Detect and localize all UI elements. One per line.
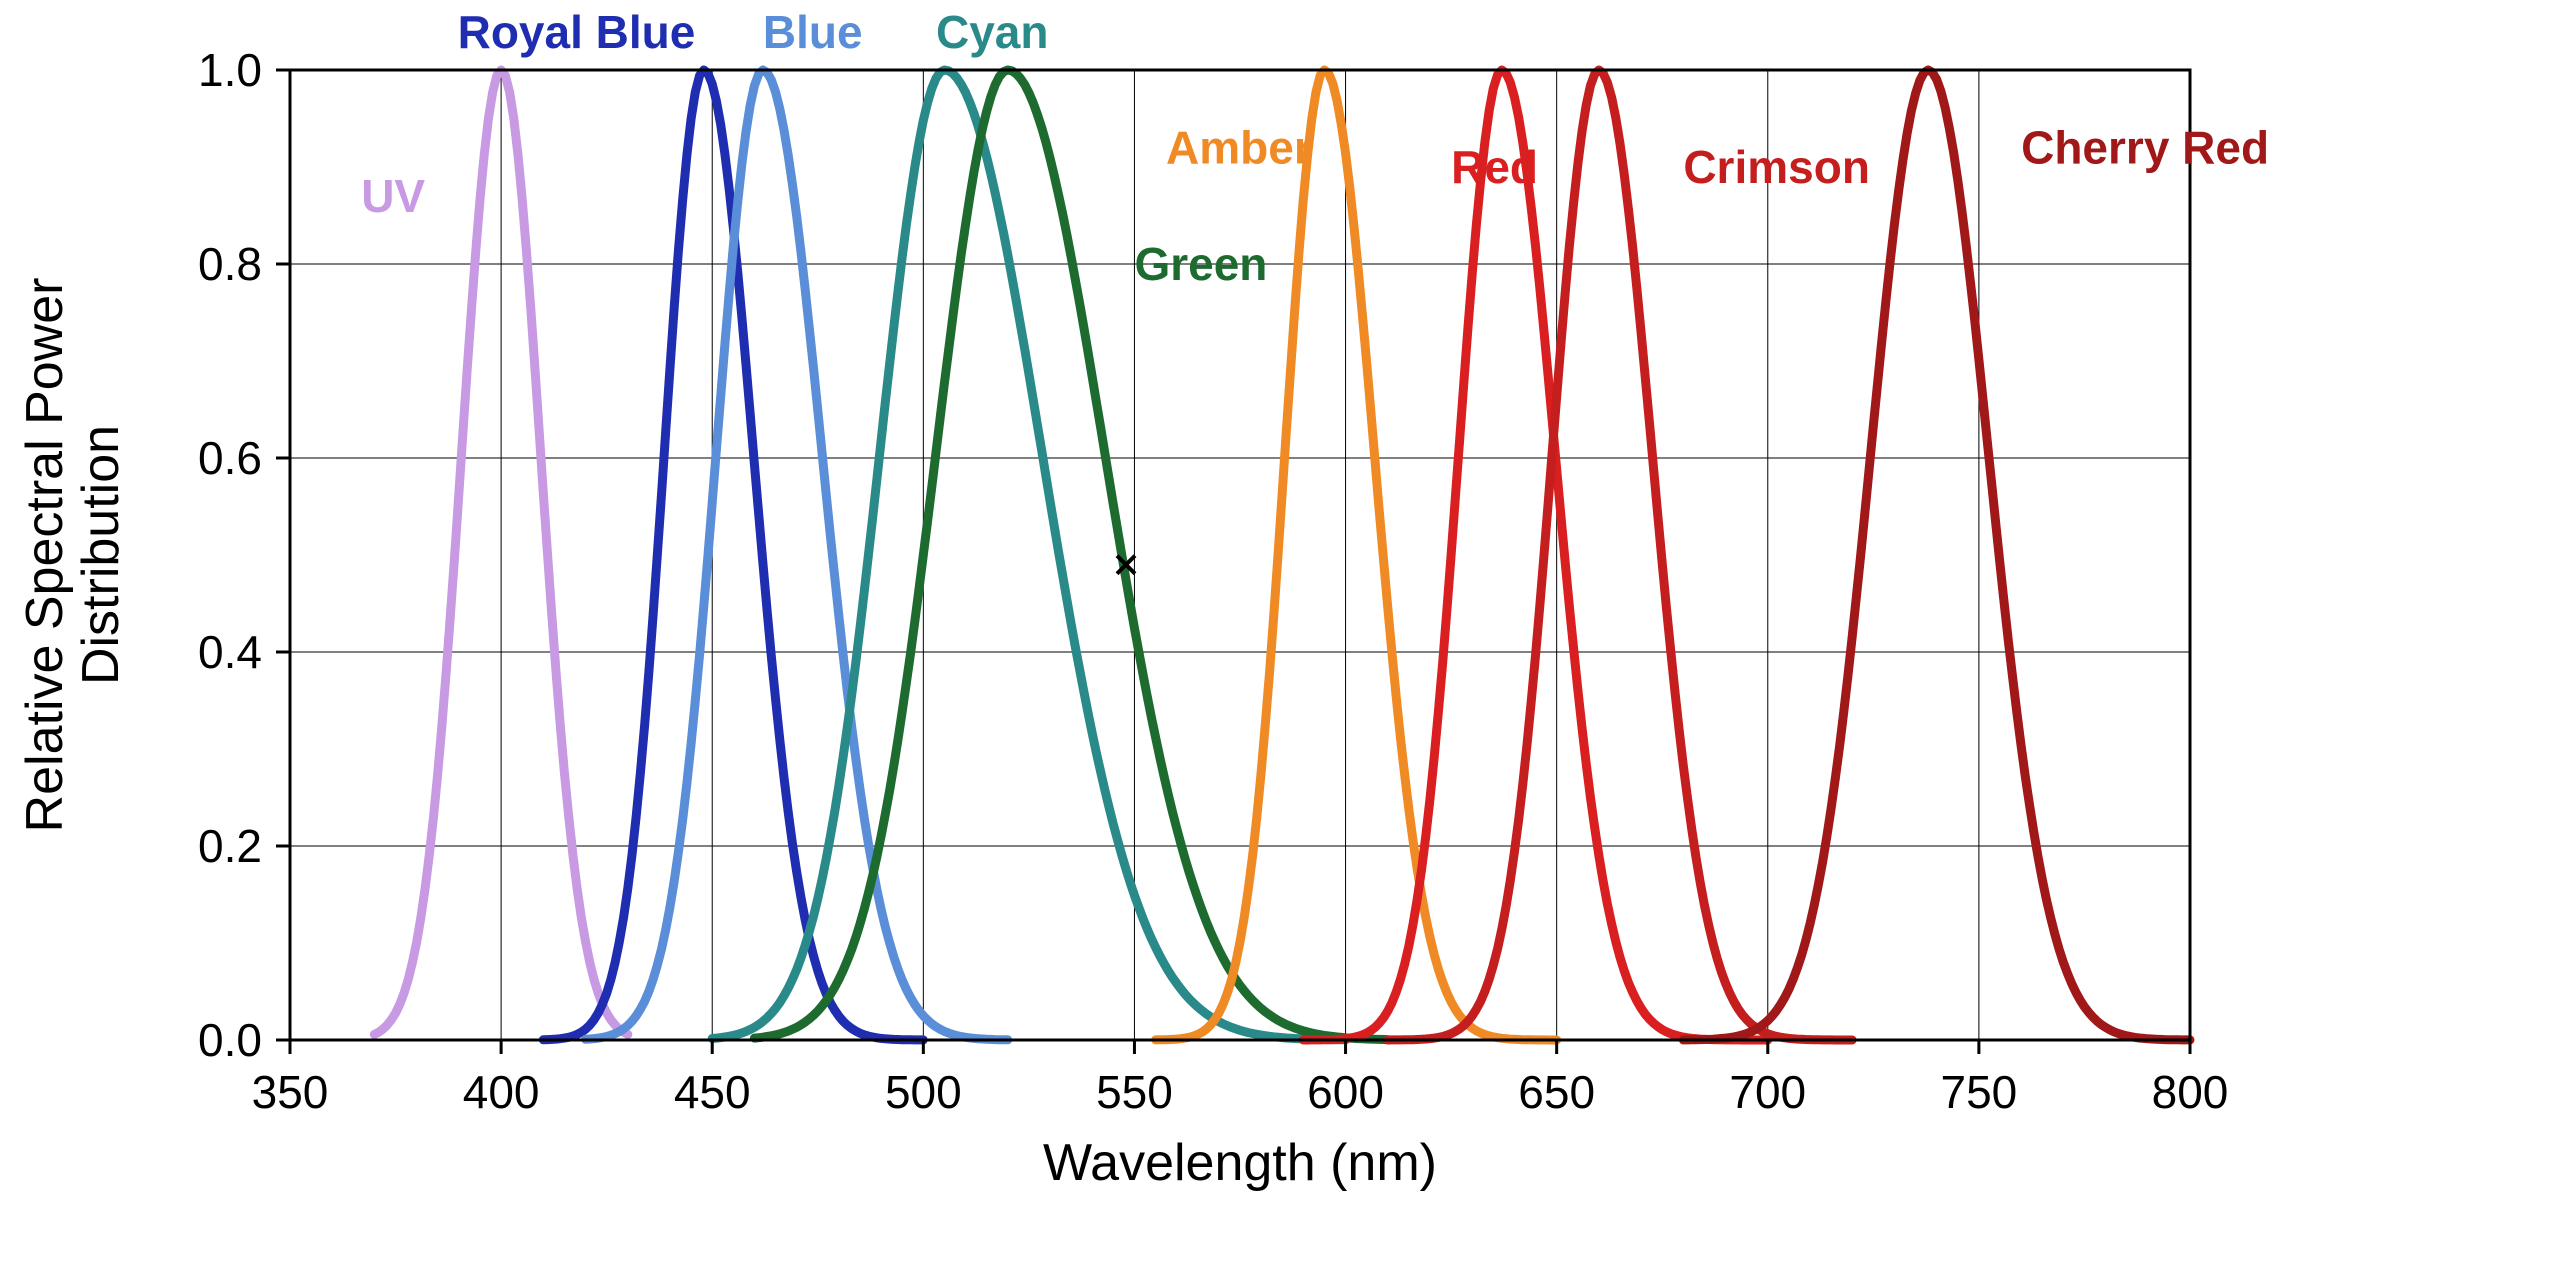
x-tick-label: 450 — [674, 1066, 751, 1118]
x-tick-label: 600 — [1307, 1066, 1384, 1118]
label-crimson: Crimson — [1683, 141, 1870, 193]
y-ticks: 0.0 0.2 0.4 0.6 0.8 1.0 — [198, 44, 290, 1066]
y-tick-label: 0.0 — [198, 1014, 262, 1066]
x-tick-label: 750 — [1941, 1066, 2018, 1118]
spectral-chart: 3504004505005506006507007508000.00.20.40… — [0, 0, 2560, 1263]
x-tick-label: 400 — [463, 1066, 540, 1118]
y-tick-label: 0.2 — [198, 820, 262, 872]
x-axis-title: Wavelength (nm) — [1043, 1134, 1437, 1192]
label-uv: UV — [361, 170, 425, 222]
label-cherry-red: Cherry Red — [2021, 122, 2269, 174]
label-amber: Amber — [1166, 122, 1312, 174]
svg-text:Relative Spectral Power: Relative Spectral Power — [16, 278, 74, 833]
x-tick-label: 350 — [252, 1066, 329, 1118]
y-tick-label: 0.8 — [198, 238, 262, 290]
y-axis-title: Relative Spectral PowerDistribution — [16, 278, 130, 833]
svg-text:Distribution: Distribution — [72, 425, 130, 685]
y-tick-label: 0.4 — [198, 626, 262, 678]
x-tick-label: 700 — [1729, 1066, 1806, 1118]
x-tick-label: 550 — [1096, 1066, 1173, 1118]
label-cyan: Cyan — [936, 6, 1048, 58]
label-red: Red — [1451, 141, 1538, 193]
chart-svg: 3504004505005506006507007508000.00.20.40… — [0, 0, 2560, 1263]
y-tick-label: 1.0 — [198, 44, 262, 96]
label-blue: Blue — [763, 6, 863, 58]
x-tick-label: 500 — [885, 1066, 962, 1118]
x-tick-label: 800 — [2152, 1066, 2229, 1118]
x-tick-label: 650 — [1518, 1066, 1595, 1118]
label-green: Green — [1134, 238, 1267, 290]
x-ticks: 350 400 450 500 550 600 650 700 750 800 — [252, 1040, 2229, 1118]
label-royal-blue: Royal Blue — [458, 6, 696, 58]
y-tick-label: 0.6 — [198, 432, 262, 484]
